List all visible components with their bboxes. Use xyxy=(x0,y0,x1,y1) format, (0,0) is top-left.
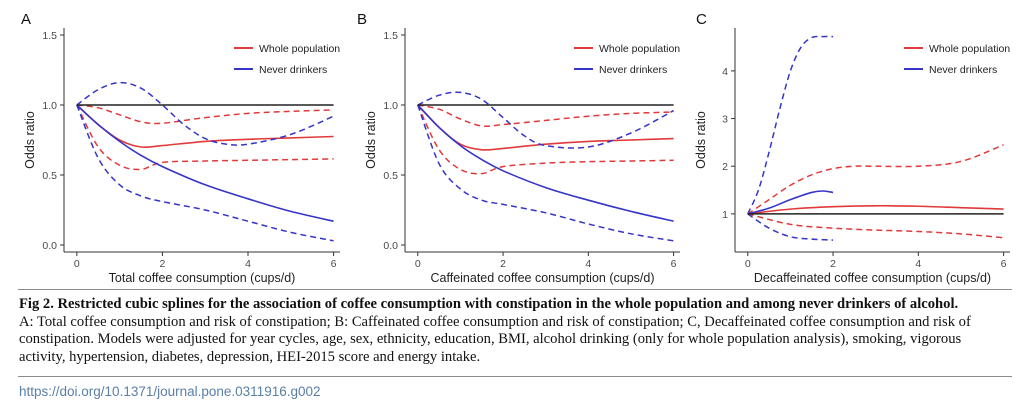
y-tick-label: 0.0 xyxy=(383,240,398,252)
whole-population-upper-ci-line xyxy=(76,104,334,125)
x-tick-label: 2 xyxy=(159,258,165,270)
y-tick-label: 0.5 xyxy=(42,170,57,182)
series-lines xyxy=(76,81,334,242)
caption-top-divider xyxy=(18,289,1012,290)
chart-panel-b: B 0.0 0.5 1.0 1.5 0 2 4 6 Caffeinated coffee cons… xyxy=(357,11,680,285)
chart-panel-a: A 0.0 0.5 1.0 1.5 0 2 4 6 Total coffee consumptio… xyxy=(21,11,340,285)
legend-label: Whole population xyxy=(259,43,340,55)
y-tick-label: 0.0 xyxy=(42,240,57,252)
x-tick-label: 6 xyxy=(331,258,337,270)
x-tick-label: 4 xyxy=(915,258,921,270)
x-tick-label: 6 xyxy=(1001,258,1007,270)
y-axis-label: Odds ratio xyxy=(694,111,708,169)
legend-label: Never drinkers xyxy=(259,64,327,76)
legend: Whole population Never drinkers xyxy=(234,43,340,76)
x-tick-label: 0 xyxy=(745,258,751,270)
y-tick-label: 0.5 xyxy=(383,170,398,182)
y-axis-label: Odds ratio xyxy=(23,111,37,169)
x-axis-label: Decaffeinated coffee consumption (cups/d… xyxy=(754,271,991,285)
x-tick-label: 0 xyxy=(74,258,80,270)
y-tick-label: 1.0 xyxy=(42,100,57,112)
y-tick-label: 1.5 xyxy=(42,30,57,42)
caption-title: Fig 2. Restricted cubic splines for the … xyxy=(19,296,959,312)
never-drinkers-upper-ci-line xyxy=(747,35,834,215)
never-drinkers-lower-ci-line xyxy=(76,104,334,242)
y-tick-label: 2 xyxy=(722,161,728,173)
whole-population-line xyxy=(747,204,1004,215)
figure-charts: A 0.0 0.5 1.0 1.5 0 2 4 6 Total coffee consumptio… xyxy=(21,11,1010,285)
whole-population-lower-ci-line xyxy=(747,213,1004,239)
x-axis-label: Caffeinated coffee consumption (cups/d) xyxy=(431,271,655,285)
y-tick-label: 1.0 xyxy=(383,100,398,112)
x-axis-label: Total coffee consumption (cups/d) xyxy=(109,271,296,285)
never-drinkers-upper-ci-line xyxy=(76,81,334,146)
y-tick-label: 4 xyxy=(722,66,728,78)
never-drinkers-lower-ci-line xyxy=(417,104,674,242)
legend-label: Whole population xyxy=(599,43,680,55)
panel-label: A xyxy=(21,11,31,28)
x-tick-label: 0 xyxy=(415,258,421,270)
never-drinkers-line xyxy=(747,190,834,215)
legend: Whole population Never drinkers xyxy=(574,43,680,76)
legend-label: Never drinkers xyxy=(929,64,997,76)
x-tick-label: 2 xyxy=(830,258,836,270)
series-lines xyxy=(747,35,1004,241)
never-drinkers-upper-ci-line xyxy=(417,91,674,149)
x-tick-label: 4 xyxy=(245,258,251,270)
figure-caption: Fig 2. Restricted cubic splines for the … xyxy=(19,296,1009,366)
y-tick-label: 1.5 xyxy=(383,30,398,42)
x-tick-label: 6 xyxy=(671,258,677,270)
never-drinkers-line xyxy=(76,104,334,222)
panel-label: B xyxy=(357,11,367,28)
whole-population-upper-ci-line xyxy=(747,144,1004,215)
y-tick-label: 3 xyxy=(722,114,728,126)
legend-label: Never drinkers xyxy=(599,64,667,76)
panel-label: C xyxy=(696,11,707,28)
caption-bottom-divider xyxy=(18,376,1012,377)
whole-population-lower-ci-line xyxy=(417,104,674,175)
whole-population-lower-ci-line xyxy=(76,104,334,171)
caption-body: A: Total coffee consumption and risk of … xyxy=(19,313,971,365)
legend: Whole population Never drinkers xyxy=(904,43,1010,76)
legend-label: Whole population xyxy=(929,43,1010,55)
never-drinkers-line xyxy=(417,104,674,222)
series-lines xyxy=(417,91,674,242)
chart-panel-c: C 1 2 3 4 0 2 4 6 Decaffeinated coffee consumptio… xyxy=(694,11,1010,285)
y-axis-label: Odds ratio xyxy=(364,111,378,169)
whole-population-upper-ci-line xyxy=(417,104,674,128)
x-tick-label: 2 xyxy=(500,258,506,270)
x-tick-label: 4 xyxy=(585,258,591,270)
doi-link[interactable]: https://doi.org/10.1371/journal.pone.031… xyxy=(19,384,321,399)
y-tick-label: 1 xyxy=(722,209,728,221)
